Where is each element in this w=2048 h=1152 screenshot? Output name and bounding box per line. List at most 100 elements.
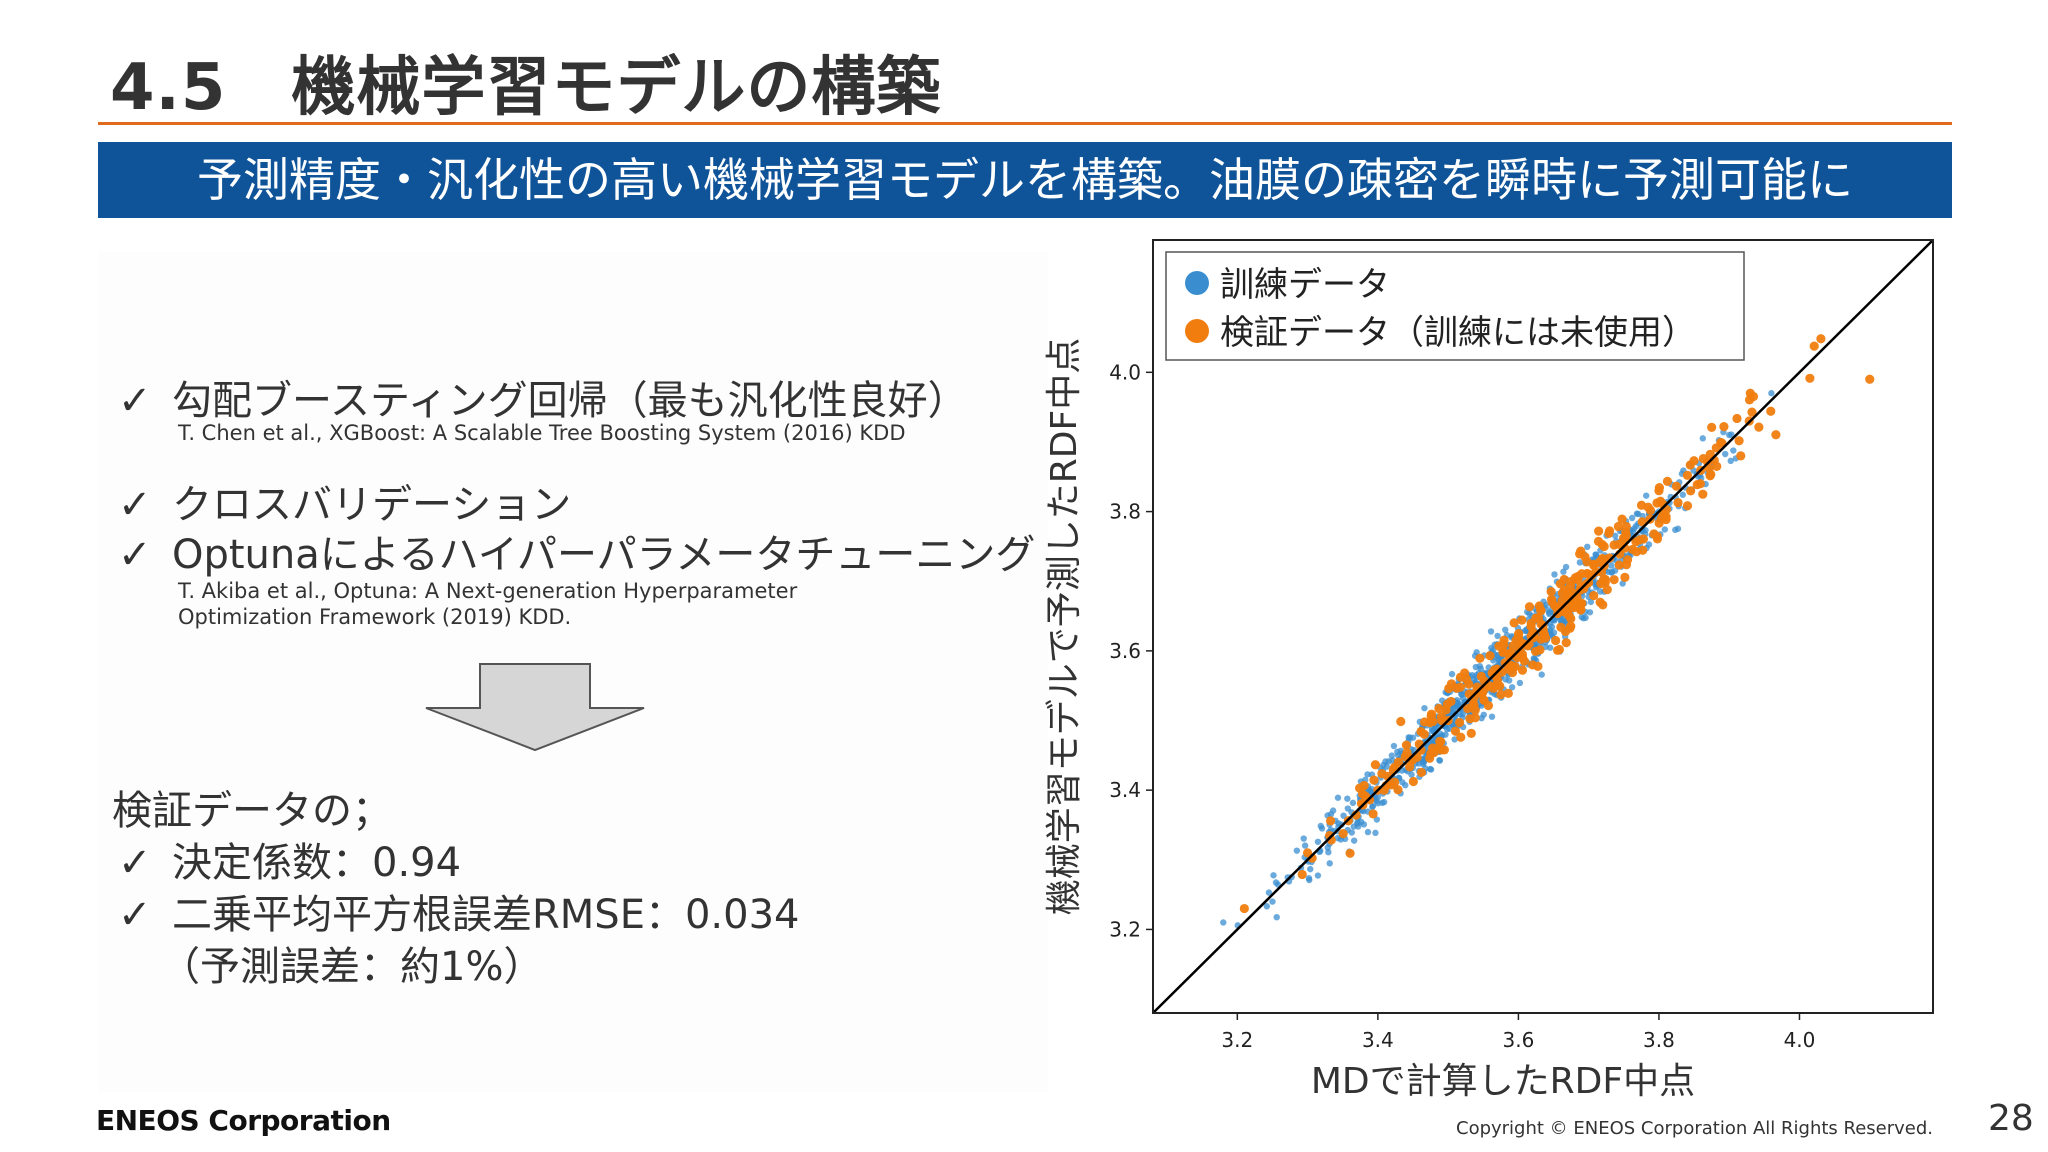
validation-point <box>1609 540 1619 550</box>
validation-point <box>1816 334 1826 344</box>
train-point <box>1344 805 1352 812</box>
ideal-line <box>1152 239 1934 1014</box>
slide-title: 4.5 機械学習モデルの構築 <box>110 51 942 125</box>
reference-optuna-line2: Optimization Framework (2019) KDD. <box>178 605 572 629</box>
train-point <box>1269 898 1276 905</box>
validation-point <box>1621 560 1632 570</box>
validation-point <box>1554 644 1565 655</box>
train-point <box>1325 848 1332 856</box>
validation-point <box>1479 695 1489 705</box>
method-bullet-cv: ✓ クロスバリデーション <box>118 472 571 530</box>
validation-point <box>1598 575 1608 585</box>
validation-point <box>1627 544 1638 555</box>
validation-point <box>1466 728 1476 738</box>
validation-point <box>1476 671 1486 681</box>
validation-point <box>1436 745 1446 755</box>
train-point <box>1586 609 1594 616</box>
train-point <box>1551 571 1558 578</box>
train-point <box>1265 889 1273 896</box>
validation-point <box>1455 682 1465 692</box>
validation-point <box>1705 449 1715 459</box>
train-point <box>1405 734 1412 741</box>
train-point <box>1394 748 1401 756</box>
validation-point <box>1559 574 1569 585</box>
validation-point <box>1712 461 1722 471</box>
validation-point <box>1390 777 1400 787</box>
train-point <box>1495 657 1503 664</box>
validation-point <box>1711 443 1721 453</box>
train-point <box>1672 526 1679 534</box>
train-point <box>1487 628 1495 635</box>
train-point <box>1502 676 1509 683</box>
method-label: 勾配ブースティング回帰（最も汎化性良好） <box>172 378 968 424</box>
validation-point <box>1355 783 1365 793</box>
train-point <box>1427 765 1434 773</box>
ticks-layer: 3.2 3.4 3.6 3.8 4.0 3.2 3.4 3.6 3.8 4.0 <box>1109 360 1815 1052</box>
legend-label-train: 訓練データ <box>1220 265 1390 305</box>
train-point <box>1421 704 1428 712</box>
validation-point <box>1393 785 1403 795</box>
validation-point <box>1620 572 1630 582</box>
validation-point <box>1556 622 1566 632</box>
train-point <box>1562 563 1570 571</box>
train-point <box>1473 649 1480 656</box>
validation-point <box>1613 521 1623 532</box>
train-point <box>1307 865 1314 873</box>
train-point <box>1348 829 1355 836</box>
validation-point <box>1475 653 1485 663</box>
validation-point <box>1528 660 1538 670</box>
title-rule <box>98 122 1952 125</box>
validation-point <box>1499 635 1509 645</box>
parity-scatter-chart: 3.2 3.4 3.6 3.8 4.0 3.2 3.4 3.6 3.8 4.0 MDで計算したRD… <box>1044 239 1934 1102</box>
page-number: 28 <box>1988 1098 2034 1139</box>
validation-point <box>1589 590 1599 601</box>
legend-marker-validation <box>1185 319 1209 343</box>
train-point <box>1643 492 1650 499</box>
validation-point <box>1698 489 1708 499</box>
down-arrow-icon <box>425 663 645 752</box>
validation-point <box>1736 451 1746 461</box>
train-point <box>1516 679 1524 687</box>
validation-point <box>1536 606 1546 616</box>
validation-point <box>1654 482 1665 493</box>
validation-point <box>1368 809 1378 819</box>
train-point <box>1587 598 1595 606</box>
validation-point <box>1427 743 1438 753</box>
train-point <box>1488 713 1496 720</box>
validation-point <box>1707 422 1717 432</box>
validation-point <box>1609 575 1619 585</box>
validation-point <box>1517 665 1528 675</box>
validation-point <box>1597 540 1607 550</box>
train-point <box>1402 781 1409 789</box>
train-point <box>1619 580 1626 587</box>
method-label: クロスバリデーション <box>172 482 572 528</box>
train-point <box>1679 491 1687 498</box>
validation-point <box>1566 621 1576 631</box>
train-point <box>1374 799 1382 807</box>
train-point <box>1220 919 1227 926</box>
legend: 訓練データ 検証データ（訓練には未使用） <box>1165 251 1745 361</box>
points-layer <box>1220 334 1875 929</box>
validation-point <box>1524 602 1535 612</box>
validation-point <box>1635 535 1645 545</box>
validation-point <box>1428 716 1438 727</box>
validation-point <box>1754 422 1764 432</box>
copyright-text: Copyright © ENEOS Corporation All Rights… <box>1456 1118 1934 1139</box>
validation-point <box>1436 737 1446 747</box>
y-tick-label: 3.8 <box>1109 500 1141 524</box>
validation-point <box>1771 430 1781 440</box>
train-point <box>1633 510 1641 517</box>
method-bullet-gbr: ✓ 勾配ブースティング回帰（最も汎化性良好） <box>118 368 968 426</box>
train-point <box>1436 756 1443 764</box>
validation-point <box>1492 675 1503 685</box>
validation-point <box>1517 652 1528 663</box>
validation-point <box>1557 596 1567 606</box>
train-point <box>1642 527 1649 534</box>
train-point <box>1727 457 1734 465</box>
train-point <box>1538 671 1545 678</box>
x-tick-label: 4.0 <box>1784 1028 1816 1052</box>
results-heading: 検証データの； <box>112 788 392 834</box>
train-point <box>1301 842 1309 849</box>
train-point <box>1502 626 1509 634</box>
validation-point <box>1673 498 1683 508</box>
